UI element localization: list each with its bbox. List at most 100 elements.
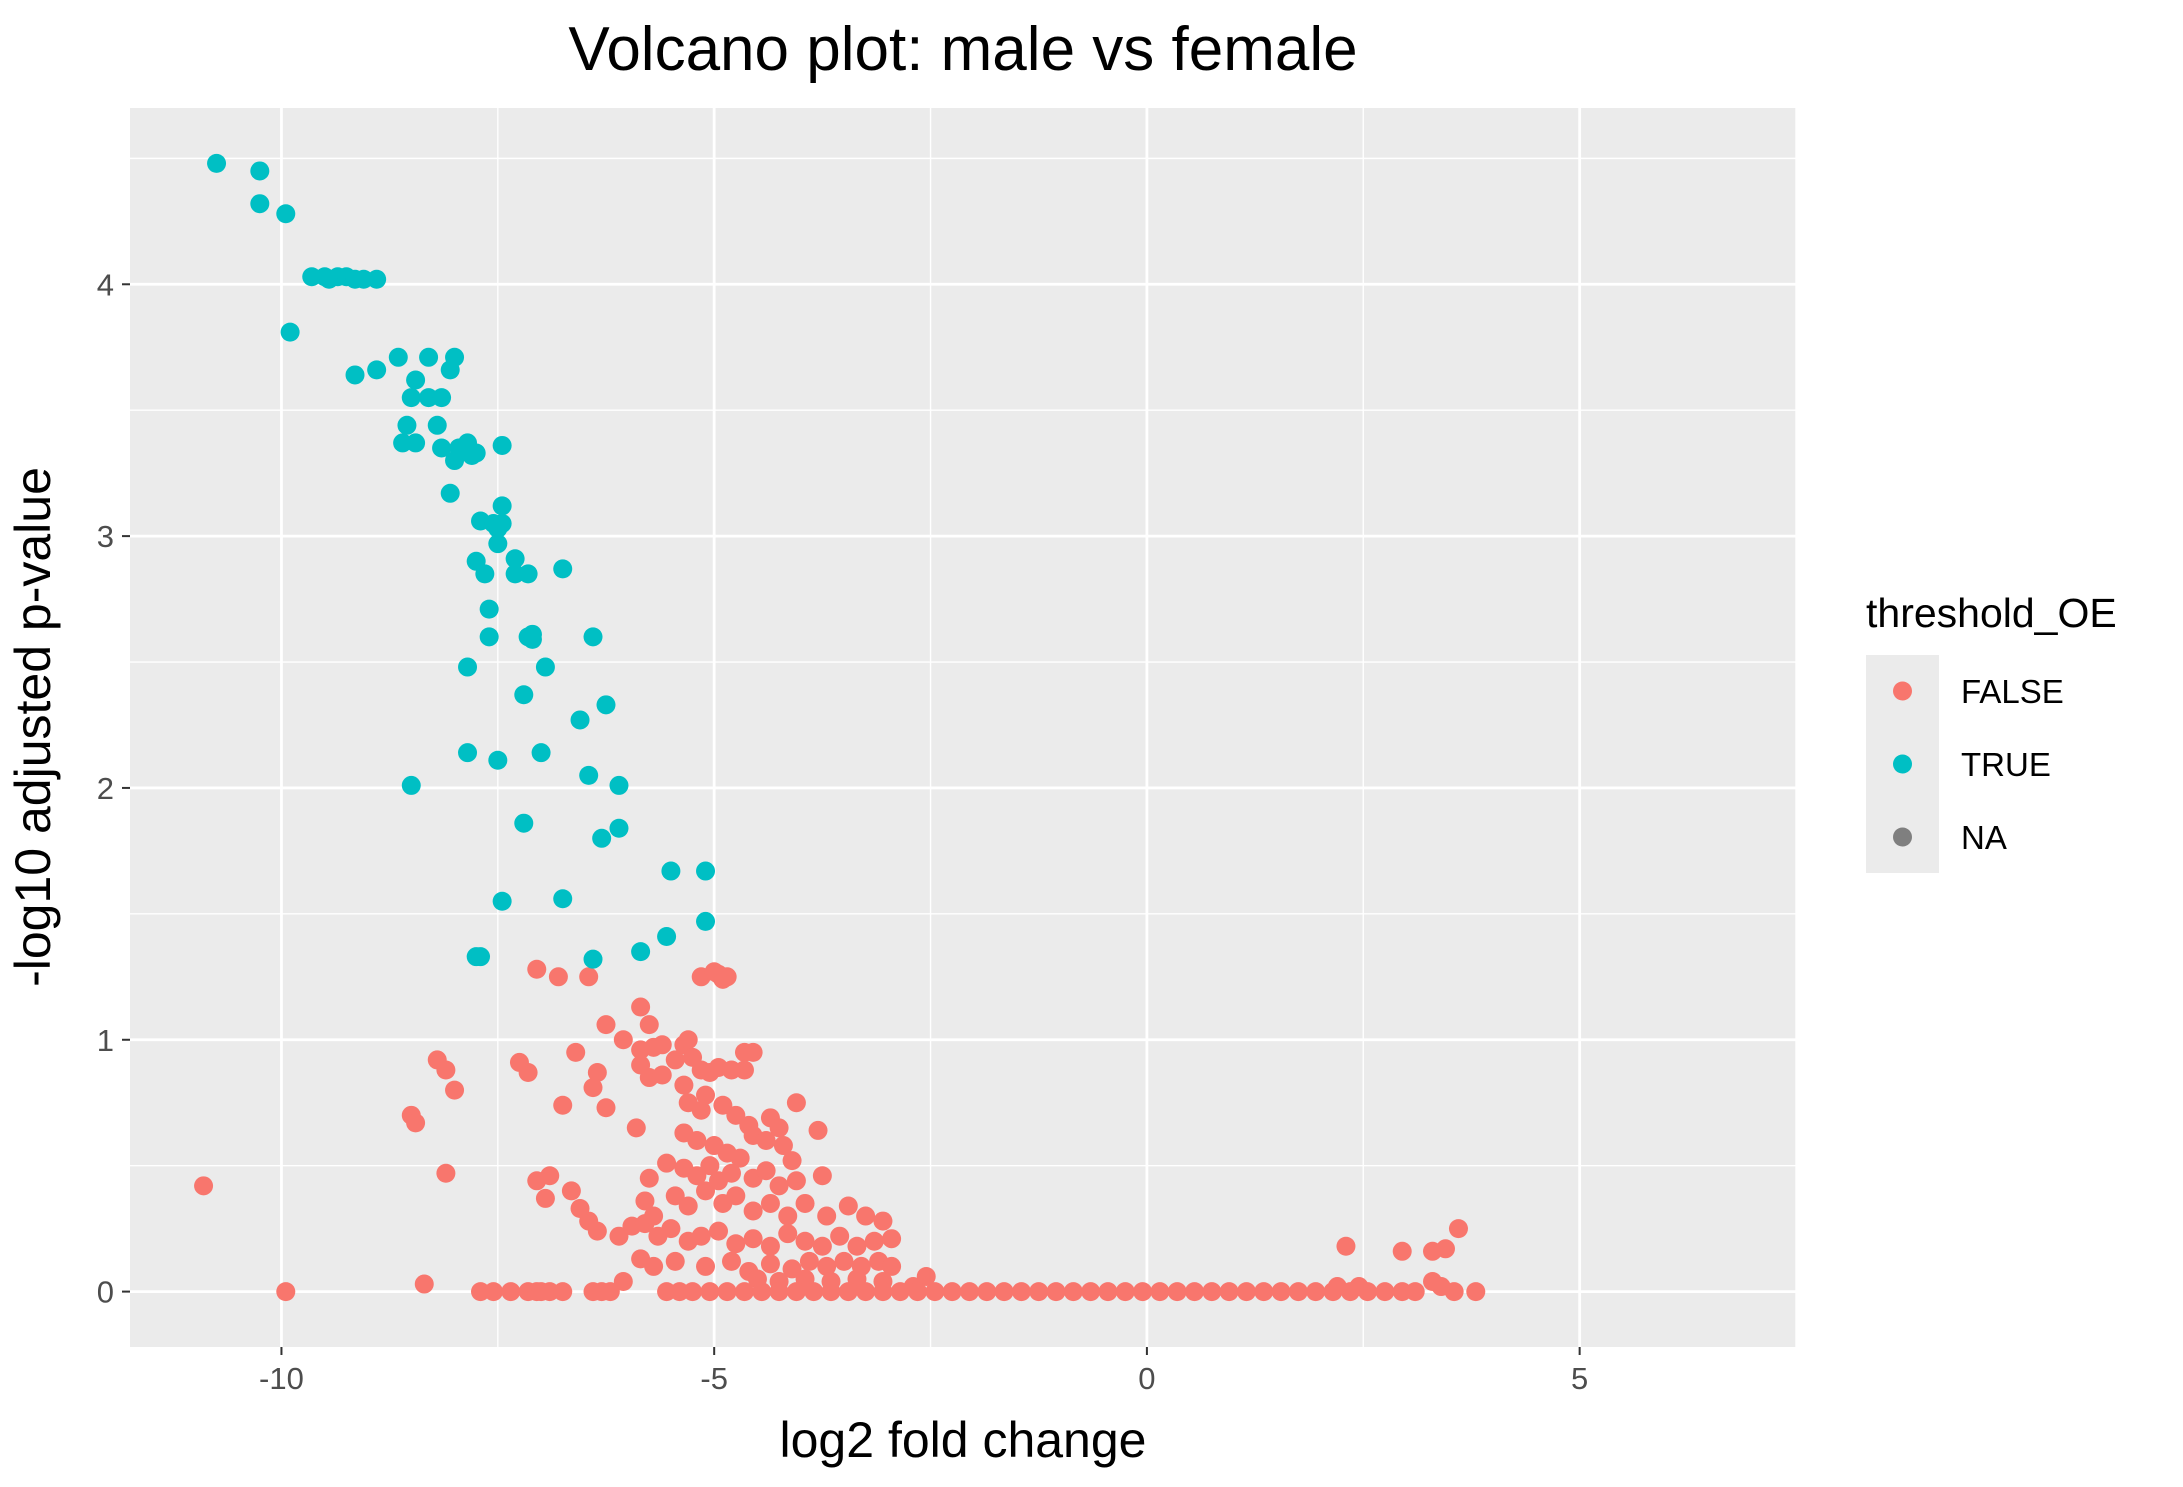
true-point <box>397 415 417 435</box>
true-point <box>609 775 629 795</box>
true-point <box>471 947 491 967</box>
false-point <box>665 1251 685 1271</box>
false-point <box>773 1136 793 1156</box>
false-point <box>652 1065 672 1085</box>
true-point <box>250 161 270 181</box>
false-point <box>639 1015 659 1035</box>
true-point <box>522 624 542 644</box>
false-point <box>799 1251 819 1271</box>
true-point <box>250 194 270 214</box>
true-point <box>488 750 508 770</box>
true-point <box>388 347 408 367</box>
false-point <box>756 1131 776 1150</box>
false-point <box>730 1148 750 1168</box>
true-point <box>488 534 508 554</box>
legend-title: threshold_OE <box>1866 590 2117 636</box>
false-point <box>778 1224 798 1244</box>
false-point <box>670 1282 690 1302</box>
true-point <box>505 564 525 584</box>
false-point <box>856 1282 876 1302</box>
true-point <box>302 267 322 287</box>
false-point <box>635 1214 655 1234</box>
true-point <box>518 564 538 584</box>
false-point <box>657 1153 677 1173</box>
false-point <box>1046 1282 1066 1302</box>
false-point <box>678 1030 698 1050</box>
plot-panel <box>130 108 1796 1347</box>
false-point <box>756 1161 776 1181</box>
false-point <box>817 1256 837 1276</box>
y-tick-label: 1 <box>97 1023 114 1058</box>
true-point <box>492 514 512 534</box>
true-point <box>419 347 439 367</box>
true-point <box>583 627 603 647</box>
true-point <box>492 435 512 455</box>
x-tick-label: -10 <box>259 1361 304 1396</box>
y-axis-title: -log10 adjusted p-value <box>5 467 61 987</box>
true-point <box>596 695 616 715</box>
false-point <box>687 1166 707 1186</box>
false-point <box>830 1226 850 1246</box>
true-point <box>583 949 603 969</box>
true-point <box>553 889 573 909</box>
false-point <box>609 1226 629 1246</box>
false-point <box>587 1063 607 1083</box>
y-tick-label: 0 <box>97 1275 114 1310</box>
true-point <box>345 365 365 385</box>
false-point <box>1133 1282 1153 1302</box>
true-points <box>207 153 716 969</box>
false-point <box>683 1282 703 1302</box>
false-point <box>838 1282 858 1302</box>
false-point <box>691 1226 711 1246</box>
false-point <box>635 1191 655 1211</box>
false-point <box>414 1274 434 1294</box>
false-point <box>657 1282 677 1302</box>
true-point <box>661 861 681 881</box>
true-point <box>440 483 460 503</box>
y-tick-label: 4 <box>97 267 114 302</box>
false-point <box>700 1282 720 1302</box>
true-point <box>276 204 296 224</box>
true-point <box>531 743 551 763</box>
y-axis-ticks: 0 1 2 3 4 <box>97 267 130 1310</box>
false-point <box>1271 1282 1291 1302</box>
false-point <box>808 1120 828 1140</box>
false-point <box>925 1282 945 1302</box>
true-point <box>479 627 499 647</box>
false-point <box>873 1282 893 1302</box>
true-point <box>479 599 499 619</box>
false-point <box>644 1037 664 1057</box>
false-point <box>834 1251 854 1271</box>
false-point <box>501 1282 521 1302</box>
false-point <box>743 1229 763 1249</box>
false-point <box>661 1219 681 1239</box>
false-point <box>726 1186 746 1206</box>
true-point <box>535 657 555 677</box>
false-point <box>760 1236 780 1256</box>
false-point <box>709 964 729 984</box>
false-point <box>882 1256 902 1276</box>
false-point <box>734 1060 754 1080</box>
false-point <box>838 1196 858 1216</box>
false-point <box>626 1118 646 1138</box>
true-point <box>570 710 590 730</box>
false-point <box>1098 1282 1118 1302</box>
false-point <box>613 1030 633 1050</box>
false-point <box>436 1060 456 1080</box>
false-point <box>600 1282 620 1302</box>
false-point <box>631 997 651 1017</box>
false-point <box>804 1282 824 1302</box>
false-point <box>696 1181 716 1201</box>
true-point <box>475 564 495 584</box>
false-point <box>696 1085 716 1105</box>
true-point <box>466 443 486 463</box>
false-point <box>1219 1282 1239 1302</box>
false-point <box>1336 1236 1356 1256</box>
true-point <box>609 818 629 838</box>
false-point <box>1327 1277 1347 1297</box>
false-point <box>786 1093 806 1113</box>
false-point <box>1392 1241 1412 1261</box>
false-point <box>713 1095 733 1115</box>
chart-title: Volcano plot: male vs female <box>568 15 1357 84</box>
